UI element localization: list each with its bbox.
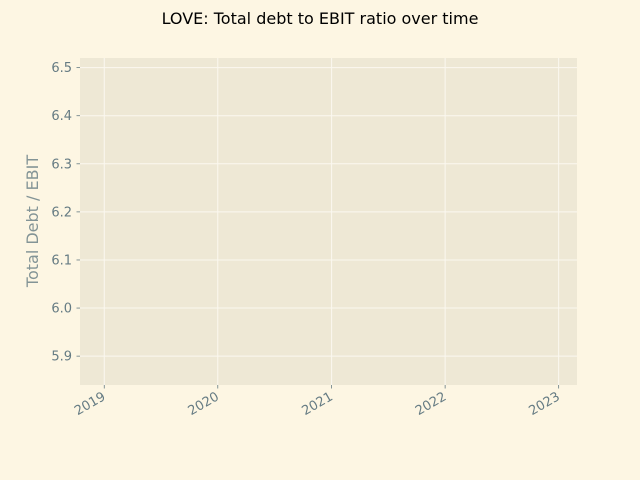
y-gridlines bbox=[80, 67, 577, 357]
x-gridlines bbox=[103, 58, 560, 385]
chart-title: LOVE: Total debt to EBIT ratio over time bbox=[162, 9, 479, 28]
y-tick-label: 6.3 bbox=[51, 157, 72, 172]
y-tick-label: 5.9 bbox=[51, 350, 72, 365]
x-tick-label: 2020 bbox=[186, 389, 222, 419]
y-tick-label: 6.2 bbox=[51, 205, 72, 220]
x-tick-label: 2019 bbox=[72, 389, 108, 419]
x-tick-label: 2022 bbox=[413, 389, 449, 419]
x-axis-ticks: 2019 2020 2021 2022 2023 bbox=[72, 385, 563, 419]
y-tick-label: 6.0 bbox=[51, 302, 72, 317]
y-axis-label: Total Debt / EBIT bbox=[23, 155, 42, 288]
y-axis-ticks: 5.9 6.0 6.1 6.2 6.3 6.4 6.5 bbox=[51, 61, 80, 365]
x-tick-label: 2023 bbox=[526, 389, 562, 419]
y-tick-label: 6.5 bbox=[51, 61, 72, 76]
x-tick-label: 2021 bbox=[299, 389, 335, 419]
plot-area bbox=[80, 58, 577, 385]
y-tick-label: 6.4 bbox=[51, 109, 72, 124]
y-tick-label: 6.1 bbox=[51, 253, 72, 268]
